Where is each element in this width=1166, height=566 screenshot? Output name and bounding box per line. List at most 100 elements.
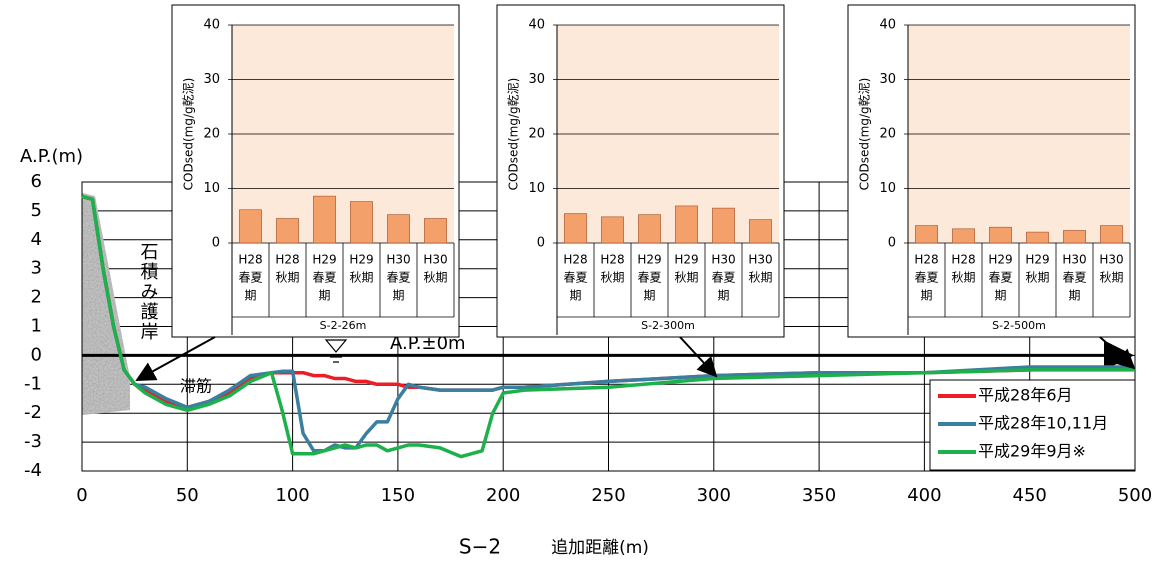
overlay — [135, 336, 1136, 381]
x-tick-label: 春夏 — [312, 271, 336, 285]
bar — [915, 225, 938, 244]
x-tick-label: 350 — [802, 485, 836, 506]
x-tick-label: 期 — [1068, 289, 1080, 303]
y-tick-label: 20 — [528, 127, 545, 142]
bar — [601, 216, 624, 244]
annotation: 滞筋 — [180, 377, 212, 396]
insets: 0 10 20 30 40 CODsed(mg/g乾泥) H28 春夏期 H28 秋期 H29 春夏期… — [171, 4, 1136, 338]
bar — [952, 228, 975, 244]
y-tick-label: 10 — [528, 181, 545, 196]
x-axis-title: 追加距離(m) — [551, 538, 649, 558]
x-tick-label: 0 — [76, 485, 87, 506]
y-tick-label: 0 — [537, 236, 545, 251]
x-tick-label: 春夏 — [386, 271, 410, 285]
inset-chart: 0 10 20 30 40 CODsed(mg/g乾泥) H28 春夏期 H28 秋期 H29 春夏期… — [847, 4, 1136, 338]
x-tick-label: H30 — [1099, 253, 1123, 267]
inset-chart: 0 10 20 30 40 CODsed(mg/g乾泥) H28 春夏期 H28 秋期 H29 春夏期… — [171, 4, 460, 338]
x-tick-label: 400 — [907, 485, 941, 506]
y-axis-title: CODsed(mg/g乾泥) — [182, 78, 196, 191]
y-tick-label: 30 — [528, 72, 545, 87]
x-tick-label: 秋期 — [1099, 271, 1123, 285]
y-tick-label: 10 — [879, 181, 896, 196]
x-tick-label: 50 — [176, 485, 199, 506]
y-tick-label: 1 — [31, 316, 42, 337]
profile-line — [81, 194, 1135, 459]
y-tick-label: 2 — [31, 287, 42, 308]
y-tick-label: 6 — [31, 171, 42, 192]
x-tick-label: H28 — [563, 253, 587, 267]
x-tick-label: 秋期 — [349, 271, 373, 285]
x-tick-label: H30 — [748, 253, 772, 267]
y-tick-label: 10 — [203, 181, 220, 196]
x-tick-label: 春夏 — [914, 271, 938, 285]
bar — [749, 219, 772, 244]
y-axis-title: CODsed(mg/g乾泥) — [507, 78, 521, 191]
x-tick-label: H30 — [1062, 253, 1086, 267]
x-tick-label: 期 — [717, 289, 729, 303]
x-tick-label: 100 — [275, 485, 309, 506]
x-axis-title: S-2-300m — [641, 319, 695, 332]
bar — [989, 226, 1012, 244]
x-tick-label: 春夏 — [988, 271, 1012, 285]
x-tick-label: H28 — [914, 253, 938, 267]
y-tick-label: 30 — [203, 72, 220, 87]
bar — [387, 214, 410, 244]
x-tick-label: 期 — [244, 289, 256, 303]
y-tick-label: 0 — [212, 236, 220, 251]
x-tick-label: 秋期 — [1025, 271, 1049, 285]
y-tick-label: 5 — [31, 200, 42, 221]
y-tick-label: 4 — [31, 229, 42, 250]
x-tick-label: 期 — [569, 289, 581, 303]
x-tick-label: H29 — [988, 253, 1012, 267]
y-tick-label: -3 — [24, 431, 42, 452]
y-axis-title: CODsed(mg/g乾泥) — [858, 78, 872, 191]
x-tick-label: H28 — [600, 253, 624, 267]
x-tick-label: 200 — [486, 485, 520, 506]
x-tick-label: 期 — [643, 289, 655, 303]
legend-label: 平成29年9月※ — [978, 442, 1086, 461]
x-tick-label: H28 — [951, 253, 975, 267]
bar — [712, 207, 735, 244]
inset-chart: 0 10 20 30 40 CODsed(mg/g乾泥) H28 春夏期 H28 秋期 H29 春夏期… — [496, 4, 785, 338]
legend-label: 平成28年6月 — [978, 386, 1073, 405]
x-tick-label: 期 — [392, 289, 404, 303]
y-tick-label: 20 — [879, 127, 896, 142]
bar — [1100, 225, 1123, 244]
annotation: 石積み護岸 — [138, 242, 159, 342]
x-tick-label: H28 — [238, 253, 262, 267]
y-tick-label: 0 — [888, 236, 896, 251]
x-axis-prefix: S−2 — [459, 535, 501, 559]
x-tick-label: 300 — [697, 485, 731, 506]
x-tick-label: 秋期 — [674, 271, 698, 285]
bar — [1026, 231, 1049, 244]
x-tick-label: 500 — [1118, 485, 1152, 506]
bar — [564, 213, 587, 244]
x-tick-label: 秋期 — [423, 271, 447, 285]
x-tick-label: H30 — [711, 253, 735, 267]
bar — [350, 201, 373, 244]
y-tick-label: 40 — [203, 18, 220, 33]
y-tick-label: -4 — [24, 460, 42, 481]
x-tick-label: H29 — [1025, 253, 1049, 267]
bar — [239, 209, 262, 244]
bar — [1063, 230, 1086, 244]
x-tick-label: 秋期 — [951, 271, 975, 285]
x-tick-label: H29 — [349, 253, 373, 267]
x-tick-label: H28 — [275, 253, 299, 267]
bar — [276, 218, 299, 244]
bar — [638, 214, 661, 244]
y-tick-label: 40 — [528, 18, 545, 33]
x-tick-label: 期 — [920, 289, 932, 303]
x-tick-label: 秋期 — [275, 271, 299, 285]
annotation: A.P.±0m — [390, 333, 466, 354]
x-tick-label: 期 — [318, 289, 330, 303]
x-tick-label: 150 — [381, 485, 415, 506]
x-axis-title: S-2-26m — [320, 319, 367, 332]
x-axis-title: S-2-500m — [992, 319, 1046, 332]
bar — [313, 195, 336, 244]
profile-line — [81, 194, 1135, 453]
x-tick-label: 春夏 — [711, 271, 735, 285]
x-tick-label: 春夏 — [1062, 271, 1086, 285]
y-tick-label: 40 — [879, 18, 896, 33]
